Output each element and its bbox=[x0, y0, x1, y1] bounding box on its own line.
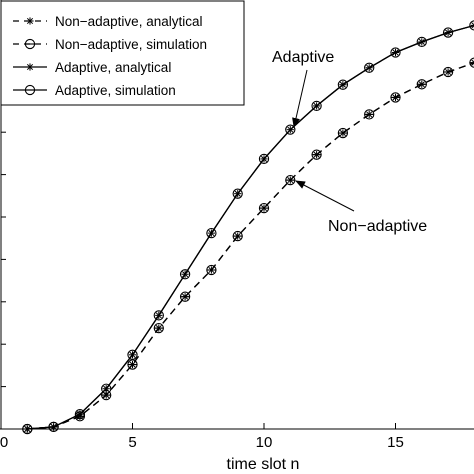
series-4-point-10 bbox=[258, 153, 270, 165]
legend-marker-4 bbox=[24, 84, 36, 96]
x-tick-label-10: 10 bbox=[256, 434, 273, 451]
legend-marker-2 bbox=[24, 38, 36, 50]
legend-marker-1 bbox=[26, 17, 34, 25]
annotation-adaptive-label: Adaptive bbox=[272, 49, 334, 66]
legend: Non−adaptive, analytical Non−adaptive, si… bbox=[0, 0, 245, 106]
series-2-point-18 bbox=[469, 57, 474, 68]
series-2-point-13 bbox=[337, 127, 349, 139]
series-2-point-9 bbox=[232, 230, 243, 242]
series-2-point-10 bbox=[258, 202, 270, 214]
series-2-point-16 bbox=[416, 79, 427, 90]
series-2-point-11 bbox=[285, 174, 296, 186]
series-4-point-12 bbox=[311, 100, 322, 112]
series-4-point-18 bbox=[469, 20, 474, 31]
series-4-point-16 bbox=[416, 36, 427, 48]
x-tick-label-0: 0 bbox=[0, 434, 8, 451]
series-3-point-18 bbox=[470, 21, 474, 29]
series-4-point-14 bbox=[364, 62, 375, 73]
series-group bbox=[22, 20, 474, 435]
series-2-point-5 bbox=[127, 359, 138, 370]
x-tick-group: 0 5 10 15 bbox=[0, 423, 404, 451]
series-line-2 bbox=[27, 62, 474, 430]
annotation-nonadaptive-arrow bbox=[295, 180, 355, 212]
series-2-point-15 bbox=[390, 92, 401, 103]
annotation-nonadaptive-label: Non−adaptive bbox=[328, 218, 427, 235]
series-2-point-8 bbox=[206, 264, 217, 276]
x-tick-label-5: 5 bbox=[128, 434, 136, 451]
series-4-point-17 bbox=[442, 27, 454, 38]
annotations: Adaptive Non−adaptive bbox=[272, 49, 427, 235]
legend-label-4: Adaptive, simulation bbox=[55, 83, 176, 98]
series-2-point-12 bbox=[311, 149, 322, 160]
series-4-point-4 bbox=[101, 383, 112, 394]
series-4-point-5 bbox=[127, 349, 138, 360]
series-4-point-15 bbox=[390, 47, 401, 58]
x-tick-label-15: 15 bbox=[387, 434, 404, 451]
series-4-point-13 bbox=[337, 79, 349, 90]
legend-box bbox=[0, 0, 245, 106]
legend-marker-3 bbox=[26, 63, 34, 71]
legend-label-2: Non−adaptive, simulation bbox=[55, 37, 207, 52]
legend-label-1: Non−adaptive, analytical bbox=[55, 14, 202, 29]
series-2-point-17 bbox=[442, 66, 454, 78]
series-4-point-6 bbox=[153, 310, 164, 321]
series-4-point-11 bbox=[285, 124, 296, 135]
series-4-point-9 bbox=[232, 188, 243, 199]
series-4-point-3 bbox=[74, 409, 86, 420]
legend-entries: Non−adaptive, analytical Non−adaptive, si… bbox=[13, 14, 207, 98]
series-2-point-6 bbox=[153, 322, 164, 334]
series-2-point-14 bbox=[364, 109, 375, 120]
x-axis-title: time slot n bbox=[227, 456, 300, 473]
series-4-point-2 bbox=[48, 421, 59, 433]
series-4-point-7 bbox=[179, 269, 191, 280]
legend-label-3: Adaptive, analytical bbox=[55, 60, 171, 75]
annotation-adaptive-arrow bbox=[292, 69, 308, 128]
series-2-point-7 bbox=[179, 291, 191, 302]
series-4-point-8 bbox=[206, 227, 217, 239]
